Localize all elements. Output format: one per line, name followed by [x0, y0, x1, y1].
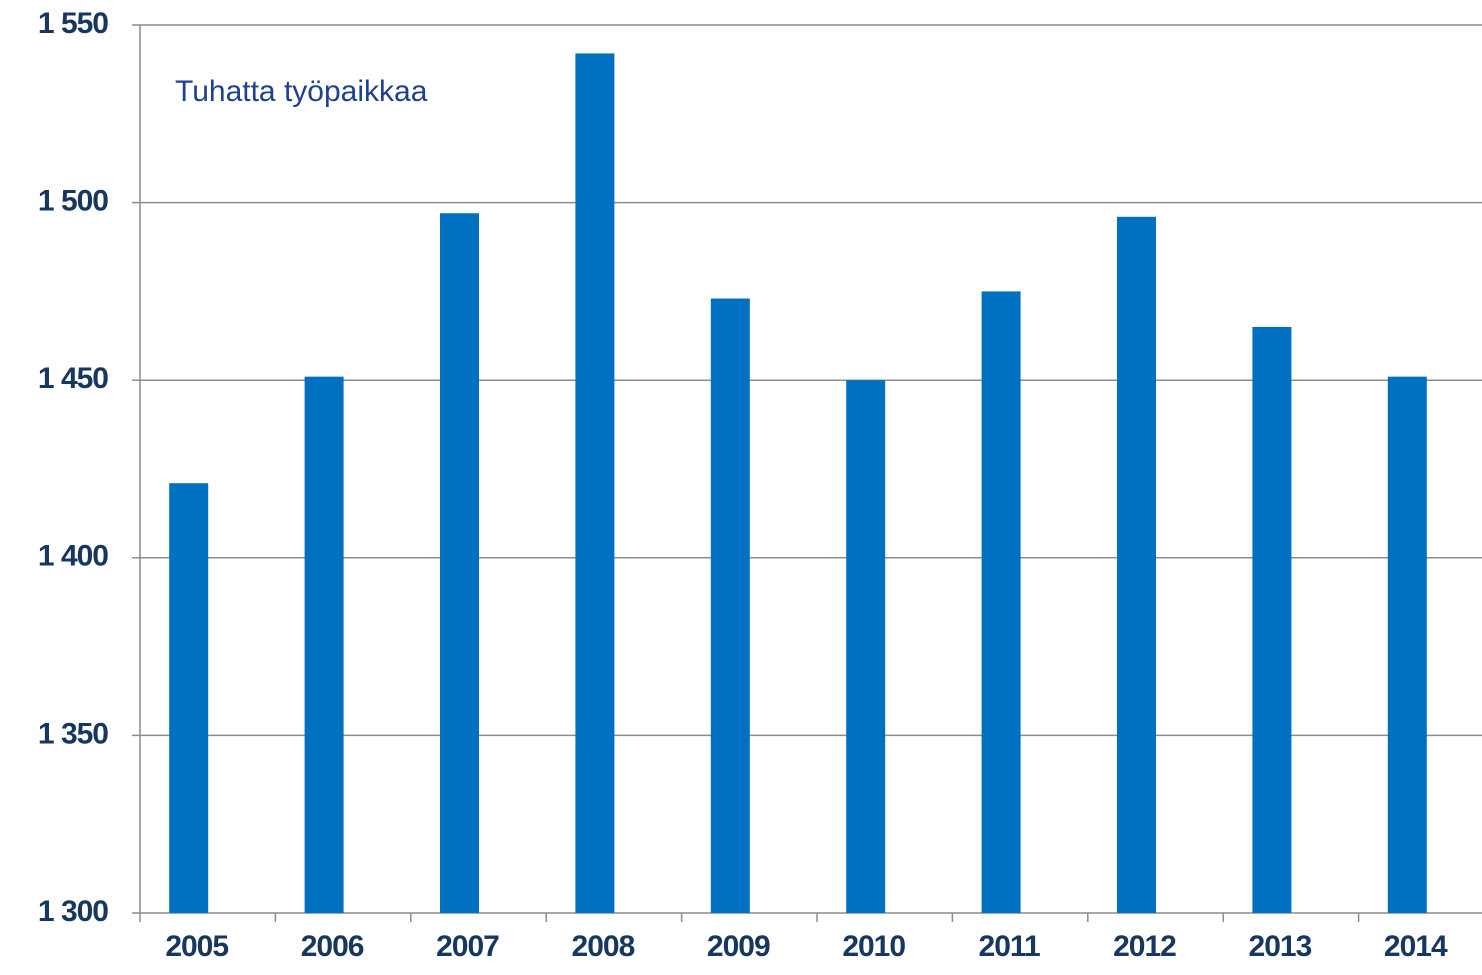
bar [710, 298, 750, 913]
bar [981, 291, 1021, 913]
x-tick-label: 2009 [707, 930, 770, 963]
y-tick-label: 1 350 [38, 717, 108, 750]
bar [846, 380, 886, 913]
x-tick-label: 2008 [572, 930, 635, 963]
x-tick-label: 2007 [436, 930, 499, 963]
y-tick-label: 1 400 [38, 540, 108, 573]
x-tick-label: 2014 [1384, 930, 1448, 963]
y-tick-label: 1 450 [38, 362, 108, 395]
x-tick-label: 2011 [979, 930, 1040, 963]
y-tick-label: 1 500 [38, 185, 108, 218]
bar [575, 53, 615, 913]
x-tick-label: 2006 [301, 930, 364, 963]
bar [1117, 216, 1156, 914]
y-tick-label: 1 300 [38, 895, 108, 928]
bar [440, 213, 479, 914]
x-tick-label: 2005 [165, 930, 228, 963]
annotation: Tuhatta työpaikkaa [175, 75, 428, 108]
x-tick-label: 2013 [1249, 930, 1312, 963]
x-tick-label: 2010 [842, 930, 905, 963]
bar [304, 376, 344, 913]
y-tick-label: 1 550 [38, 7, 108, 40]
bar [1252, 326, 1292, 913]
bar [169, 483, 209, 913]
x-tick-label: 2012 [1113, 930, 1176, 963]
bar [1387, 376, 1427, 913]
